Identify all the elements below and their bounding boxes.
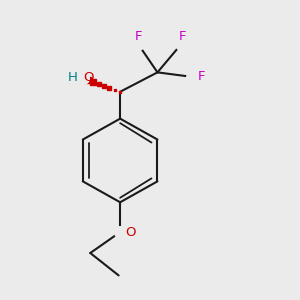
Text: F: F [179,30,187,43]
Text: F: F [134,30,142,43]
Text: H: H [68,71,77,84]
Text: O: O [83,71,94,84]
Text: O: O [125,226,136,238]
Text: F: F [198,70,205,83]
